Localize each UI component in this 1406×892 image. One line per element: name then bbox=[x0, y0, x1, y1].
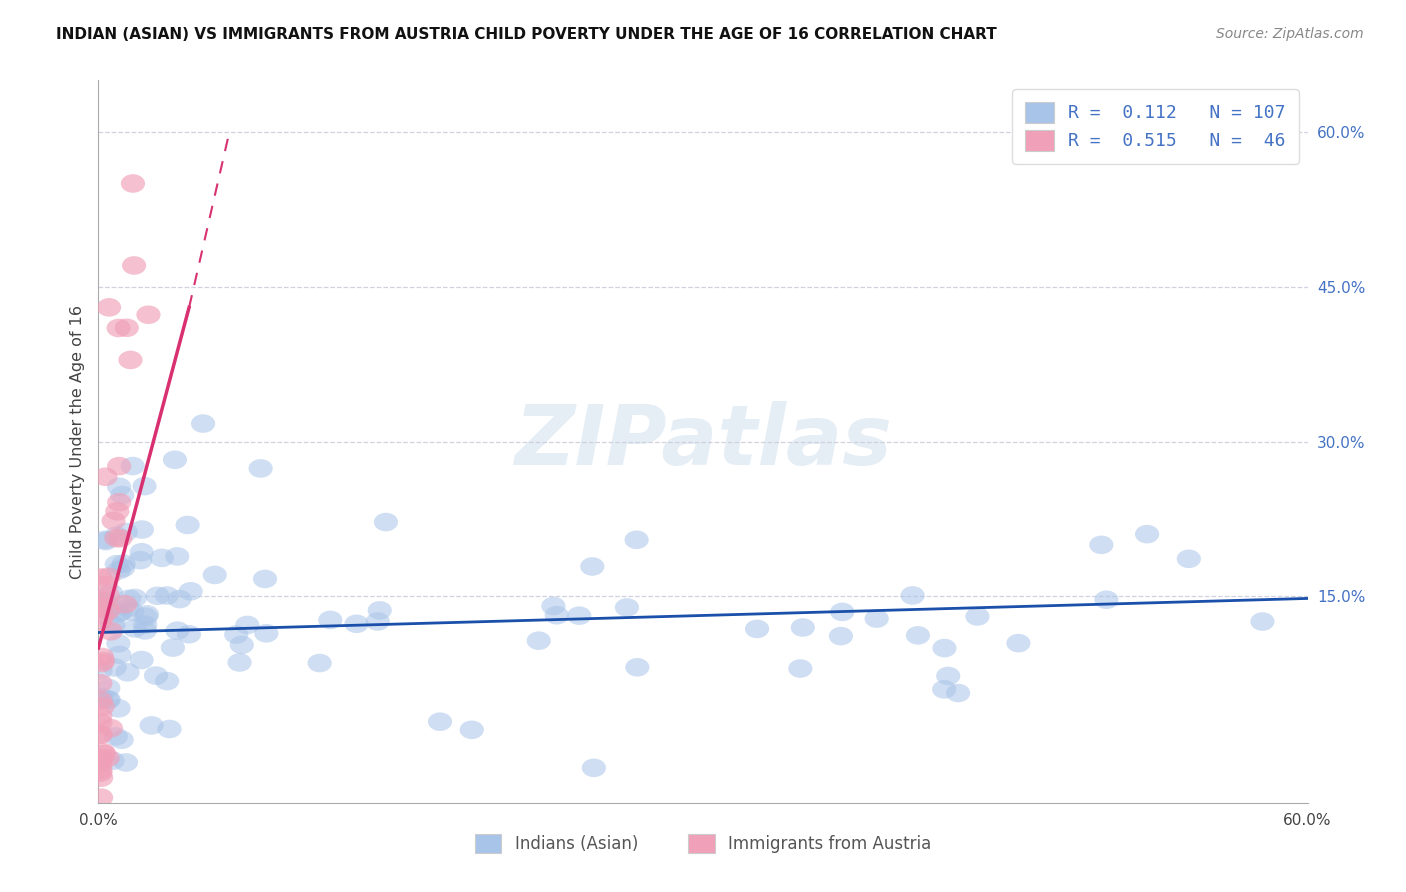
Legend: Indians (Asian), Immigrants from Austria: Indians (Asian), Immigrants from Austria bbox=[468, 827, 938, 860]
Text: Source: ZipAtlas.com: Source: ZipAtlas.com bbox=[1216, 27, 1364, 41]
Text: INDIAN (ASIAN) VS IMMIGRANTS FROM AUSTRIA CHILD POVERTY UNDER THE AGE OF 16 CORR: INDIAN (ASIAN) VS IMMIGRANTS FROM AUSTRI… bbox=[56, 27, 997, 42]
Text: ZIPatlas: ZIPatlas bbox=[515, 401, 891, 482]
Y-axis label: Child Poverty Under the Age of 16: Child Poverty Under the Age of 16 bbox=[69, 304, 84, 579]
